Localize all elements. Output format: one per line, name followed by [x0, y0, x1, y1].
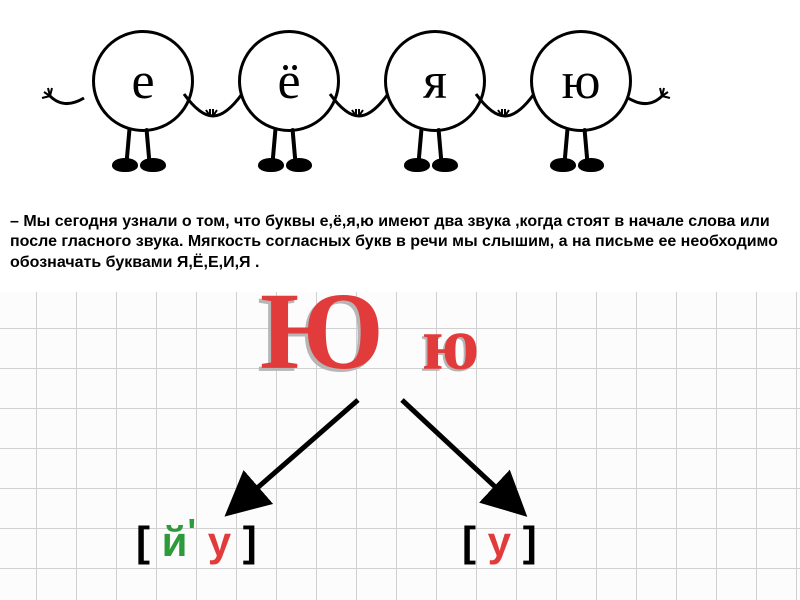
sound-diagram: Ю ю [ й' у ] [ у ] — [0, 292, 800, 600]
sound-u-1: у — [208, 518, 231, 565]
summary-paragraph: – Мы сегодня узнали о том, что буквы е,ё… — [10, 212, 790, 273]
phonetic-left: [ й' у ] — [136, 518, 257, 566]
letters-figure: е ё я ю — [40, 10, 680, 210]
letter-1: е — [92, 30, 194, 132]
letter-3: я — [384, 30, 486, 132]
sound-u-2: у — [488, 518, 511, 565]
arm-connect-1 — [180, 92, 246, 116]
bracket-close-2: ] — [523, 518, 537, 565]
title-letter-upper: Ю — [260, 268, 384, 395]
title-letter-lower: ю — [422, 302, 479, 388]
arrows — [0, 292, 800, 600]
arm-connect-3 — [472, 92, 538, 116]
bracket-open-2: [ — [462, 518, 476, 565]
bracket-close: ] — [243, 518, 257, 565]
figures-row: е ё я ю — [40, 30, 680, 190]
soft-sign: ' — [188, 511, 197, 552]
outer-arm-right — [622, 80, 682, 135]
sound-j: й — [162, 518, 188, 565]
letter-2: ё — [238, 30, 340, 132]
slide: е ё я ю — [0, 0, 800, 600]
phonetic-right: [ у ] — [462, 518, 537, 566]
bracket-open: [ — [136, 518, 150, 565]
letter-4: ю — [530, 30, 632, 132]
arm-connect-2 — [326, 92, 392, 116]
